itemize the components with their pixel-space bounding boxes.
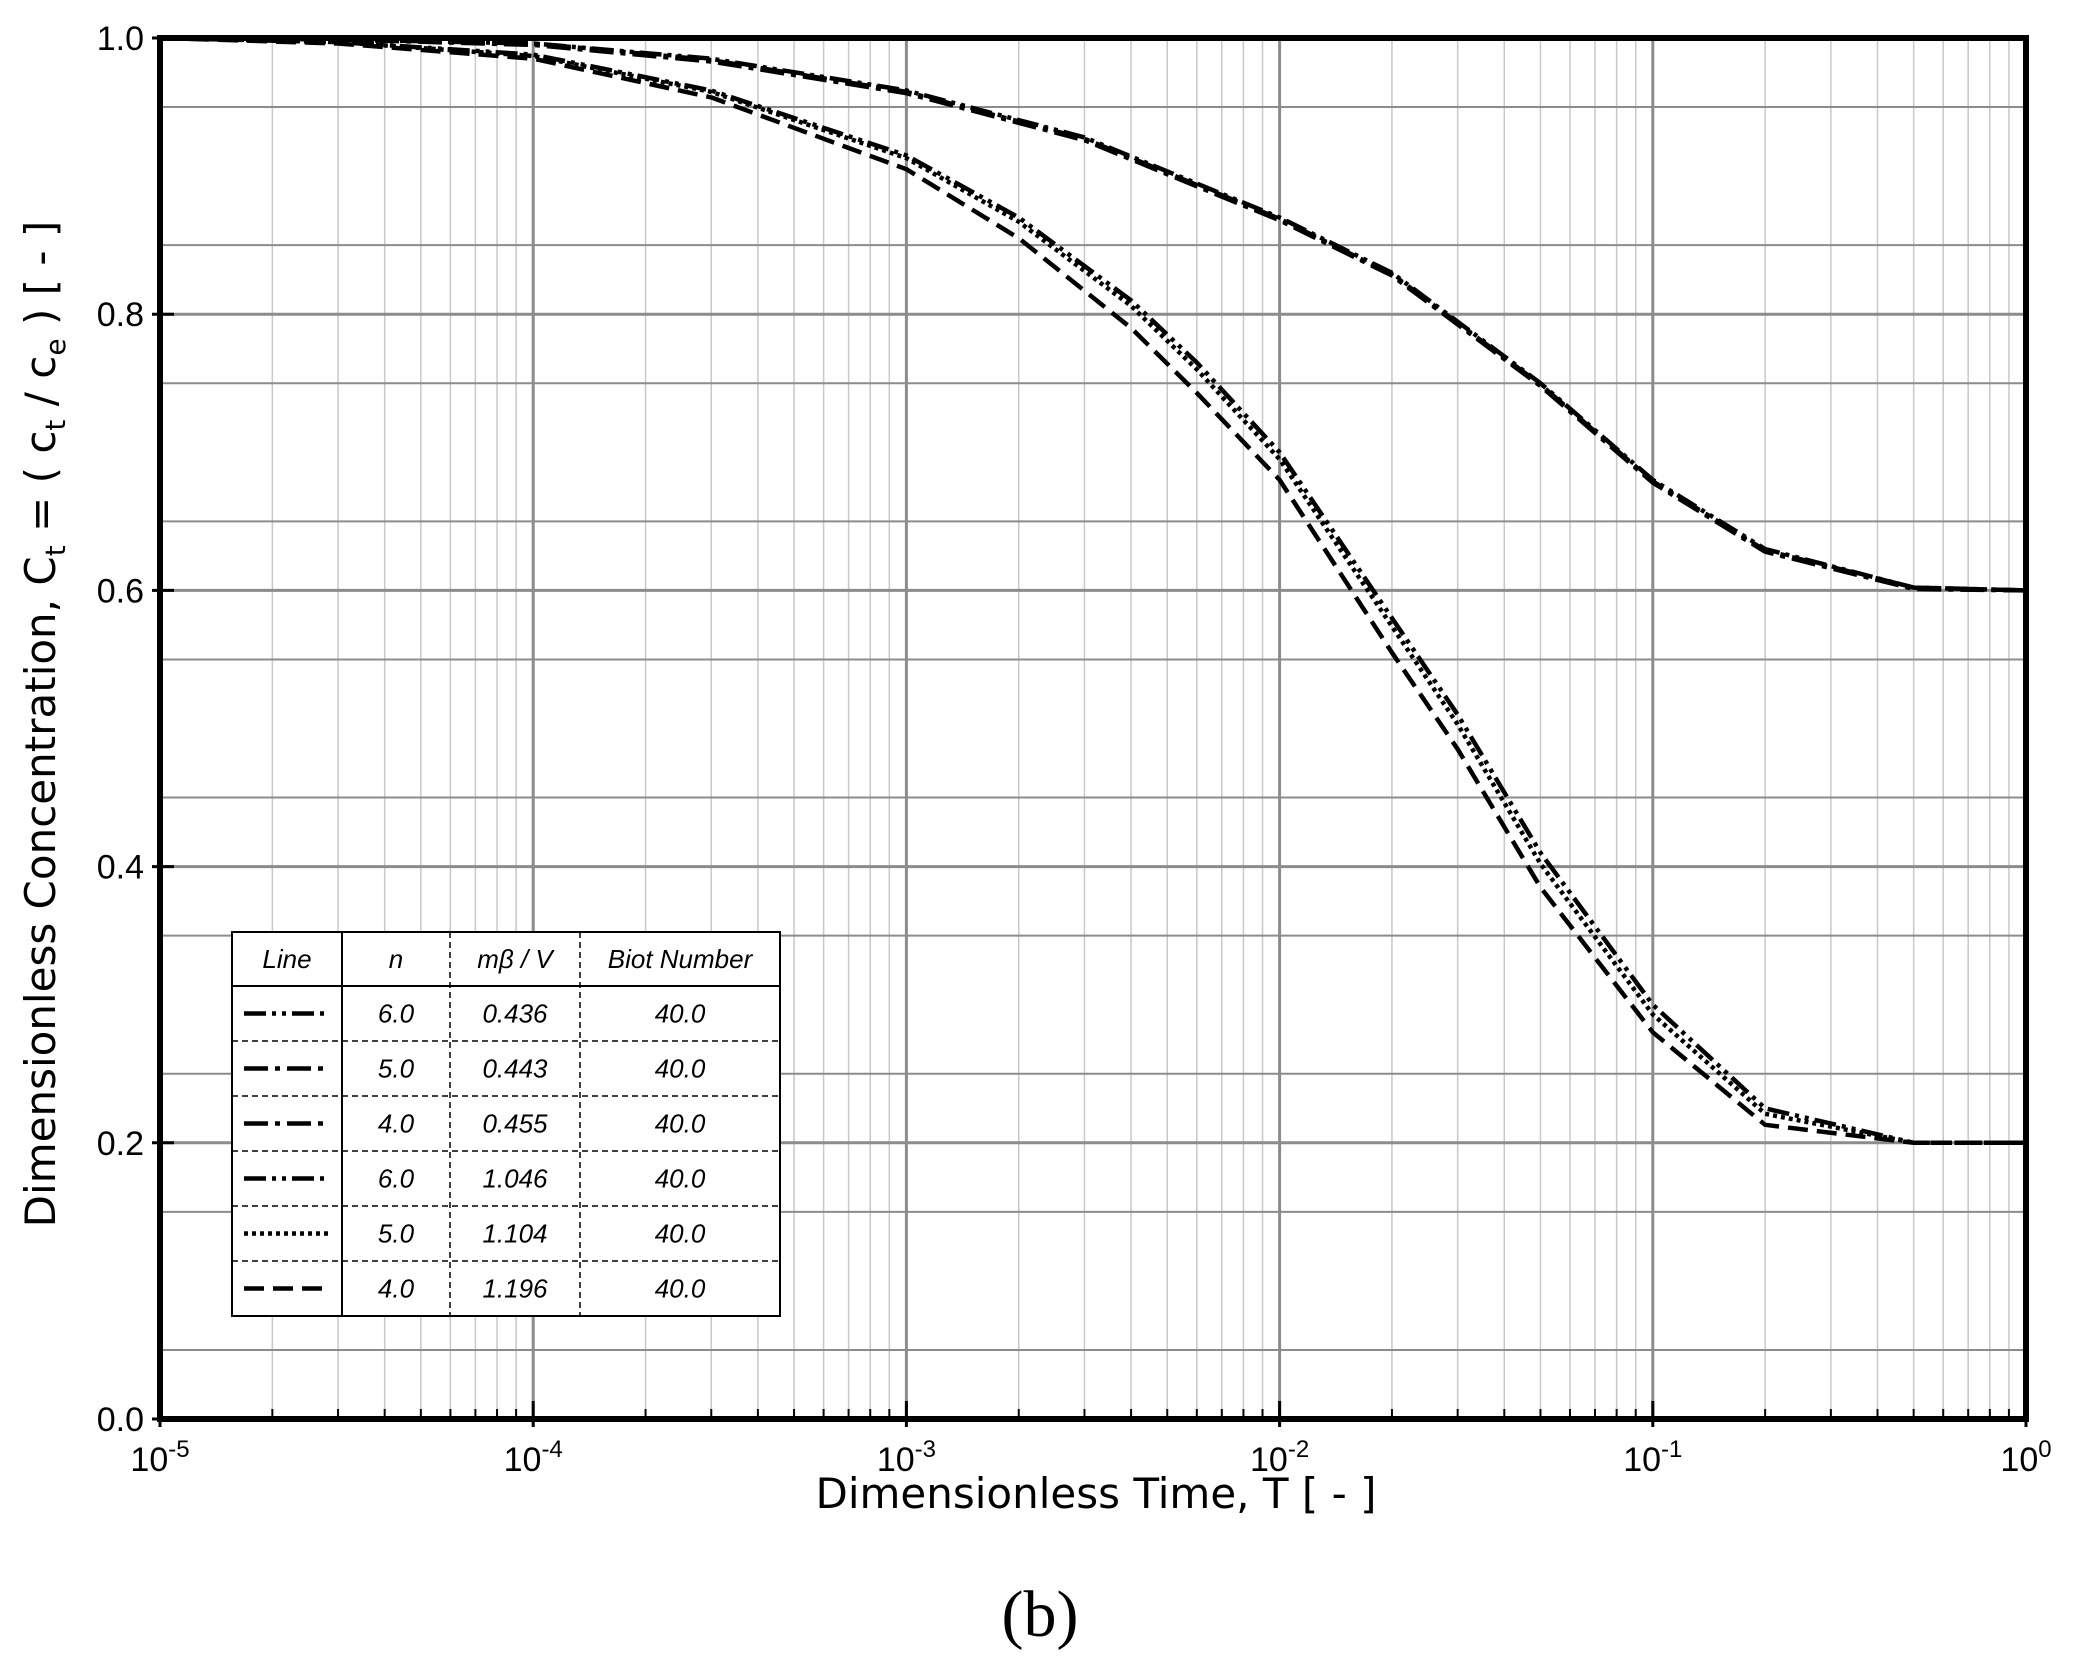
legend-cell: 6.0 — [378, 999, 415, 1029]
series-line-6 — [159, 35, 2026, 1146]
x-tick-labels: 10-5 10-4 10-3 10-2 10-1 100 — [130, 1436, 2051, 1479]
y-tick-label: 1.0 — [97, 20, 144, 58]
y-tick-label: 0.8 — [97, 296, 144, 334]
legend-cell: 0.455 — [482, 1109, 548, 1139]
y-tick-label: 0.4 — [97, 849, 144, 887]
y-axis-label-sub3: e — [39, 338, 72, 355]
legend-cell: 1.046 — [482, 1164, 548, 1194]
legend-cell: 4.0 — [378, 1109, 415, 1139]
y-axis-label-post: ) [ - ] — [16, 221, 65, 339]
y-axis-label-mid1: = ( c — [16, 431, 65, 546]
minor-grid — [160, 38, 2026, 1419]
x-tick-exponent: -1 — [1661, 1436, 1682, 1463]
y-axis-label-sub1: t — [39, 545, 72, 556]
legend-cell: 1.104 — [482, 1219, 547, 1249]
legend-cell: 0.443 — [482, 1054, 548, 1084]
x-tick-label: 100 — [2000, 1436, 2051, 1479]
legend-cell: 5.0 — [378, 1219, 415, 1249]
series-line-3 — [159, 35, 2027, 593]
legend-cell: 40.0 — [655, 1164, 706, 1194]
series-layer — [159, 35, 2027, 1146]
legend-cell: 40.0 — [655, 999, 706, 1029]
legend-cell: 5.0 — [378, 1054, 415, 1084]
y-axis-label-mid2: / c — [16, 356, 65, 420]
x-tick-base: 10 — [877, 1441, 915, 1479]
legend-cell: 0.436 — [482, 999, 548, 1029]
legend-cell: 1.196 — [482, 1274, 548, 1304]
x-tick-exponent: 0 — [2038, 1436, 2051, 1463]
y-axis-label-sub2: t — [39, 420, 72, 431]
legend-cell: 40.0 — [655, 1109, 706, 1139]
x-tick-label: 10-3 — [877, 1436, 936, 1479]
x-tick-label: 10-4 — [504, 1436, 563, 1479]
series-line-5 — [159, 35, 2026, 1146]
series-line-4 — [159, 35, 2026, 1146]
x-tick-label: 10-1 — [1623, 1436, 1682, 1479]
legend-box — [231, 931, 781, 1317]
x-tick-base: 10 — [504, 1441, 542, 1479]
legend-cell: 40.0 — [655, 1054, 706, 1084]
x-tick-exponent: -2 — [1288, 1436, 1309, 1463]
x-tick-label: 10-2 — [1250, 1436, 1309, 1479]
x-tick-base: 10 — [130, 1441, 168, 1479]
legend-cell: 40.0 — [655, 1219, 706, 1249]
y-tick-label: 0.6 — [97, 572, 144, 610]
y-axis-label: Dimensionless Concentration, Ct = ( ct /… — [16, 221, 72, 1228]
legend-table: Line n mβ / V Biot Number 6.0 0.436 40.0 5.0 0.4… — [231, 931, 781, 1317]
y-axis-label-pre: Dimensionless Concentration, C — [16, 556, 65, 1227]
y-tick-label: 0.2 — [97, 1125, 144, 1163]
x-tick-base: 10 — [1623, 1441, 1661, 1479]
x-tick-base: 10 — [1250, 1441, 1288, 1479]
plot-frame — [157, 35, 2029, 1422]
panel-label: (b) — [1002, 1578, 1079, 1651]
x-tick-exponent: -3 — [915, 1436, 936, 1463]
legend-header: mβ / V — [477, 944, 555, 974]
legend-header: n — [389, 944, 403, 974]
y-tick-labels: 0.0 0.2 0.4 0.6 0.8 1.0 — [97, 20, 144, 1439]
legend-cell: 4.0 — [378, 1274, 415, 1304]
x-tick-exponent: -4 — [541, 1436, 562, 1463]
legend-header: Biot Number — [608, 944, 754, 974]
legend-header: Line — [262, 944, 311, 974]
x-tick-label: 10-5 — [130, 1436, 189, 1479]
y-tick-label: 0.0 — [97, 1401, 144, 1439]
x-tick-exponent: -5 — [168, 1436, 189, 1463]
x-axis-label: Dimensionless Time, T [ - ] — [816, 1469, 1377, 1518]
legend-cell: 6.0 — [378, 1164, 415, 1194]
legend-cell: 40.0 — [655, 1274, 706, 1304]
x-tick-base: 10 — [2000, 1441, 2038, 1479]
